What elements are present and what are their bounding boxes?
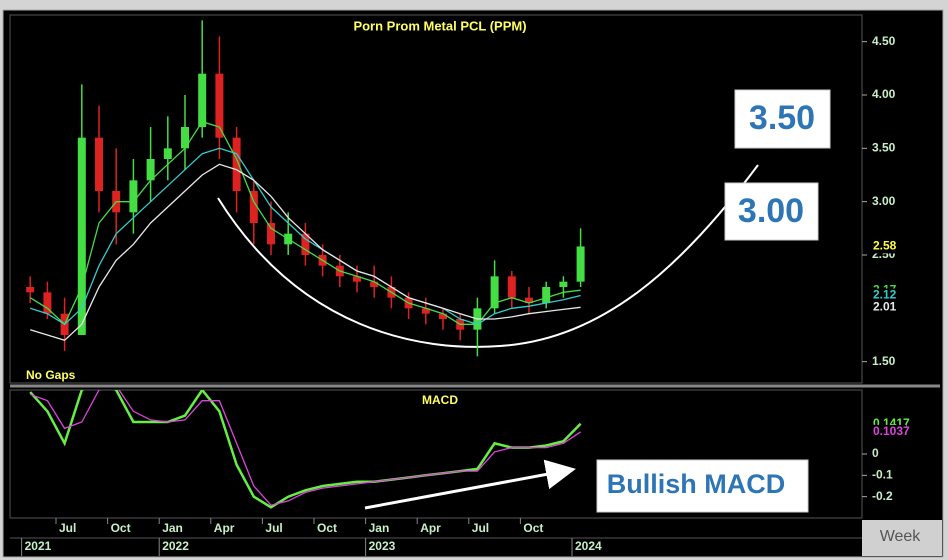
y-tick-label: 4.00 xyxy=(872,87,896,101)
y-tick-label: -0.1 xyxy=(872,468,893,482)
year-label: 2024 xyxy=(575,539,602,553)
x-tick-label: Jul xyxy=(472,521,489,535)
annotation-label: Bullish MACD xyxy=(607,469,786,499)
x-tick-label: Oct xyxy=(317,521,337,535)
macd-line xyxy=(29,390,581,506)
candle-body xyxy=(576,246,585,282)
candle-body xyxy=(507,276,516,298)
candle-body xyxy=(163,148,172,159)
y-tick-label: 3.00 xyxy=(872,194,896,208)
price-panel xyxy=(9,14,863,384)
x-tick-label: Jul xyxy=(265,521,282,535)
candle-body xyxy=(77,137,86,335)
x-unit: Week xyxy=(880,528,922,545)
chart-title: Porn Prom Metal PCL (PPM) xyxy=(353,18,526,33)
target-label: 3.50 xyxy=(749,99,815,137)
last-value-label: 2.58 xyxy=(873,239,897,253)
candle-body xyxy=(198,73,207,127)
x-tick-label: Apr xyxy=(214,521,235,535)
candle-body xyxy=(525,297,533,303)
annotation-box xyxy=(596,459,809,513)
last-value-label: 2.01 xyxy=(873,299,897,313)
year-label: 2021 xyxy=(25,539,52,553)
last-value-box xyxy=(870,300,906,315)
candle-body xyxy=(421,308,430,314)
y-tick-label: 3.50 xyxy=(872,141,896,155)
candle-body xyxy=(267,223,275,245)
candle-body xyxy=(370,281,379,287)
candle-body xyxy=(129,180,138,213)
x-tick-label: Jan xyxy=(369,521,390,535)
candle-body xyxy=(215,73,224,138)
y-tick-label: 0 xyxy=(872,446,879,460)
target-label: 3.00 xyxy=(738,192,804,230)
y-tick-label: -0.2 xyxy=(872,489,893,503)
x-tick-label: Jul xyxy=(59,521,76,535)
cup-curve xyxy=(217,164,759,348)
moving-average xyxy=(30,147,581,326)
x-tick-label: Oct xyxy=(523,521,543,535)
candle-body xyxy=(146,159,155,181)
candle-body xyxy=(181,127,189,149)
y-tick-label: 4.50 xyxy=(872,34,896,48)
year-label: 2023 xyxy=(369,539,396,553)
candle-body xyxy=(353,276,361,282)
last-value-label: 0.1037 xyxy=(873,424,910,438)
candle-body xyxy=(559,281,568,287)
target-box xyxy=(734,89,831,149)
year-label: 2022 xyxy=(162,539,189,553)
x-tick-label: Apr xyxy=(420,521,441,535)
candle-body xyxy=(26,287,35,293)
price-plot xyxy=(26,20,585,357)
moving-average xyxy=(30,163,581,342)
macd-title: MACD xyxy=(422,393,458,407)
x-tick-label: Oct xyxy=(111,521,131,535)
last-value-label: 2.12 xyxy=(873,288,897,302)
last-value-box xyxy=(870,424,906,439)
last-value-box xyxy=(870,288,906,303)
candle-body xyxy=(490,276,499,309)
trend-arrow xyxy=(364,459,576,510)
candle-body xyxy=(95,137,103,191)
candle-body xyxy=(542,287,551,303)
y-tick-label: 1.50 xyxy=(872,354,896,368)
unit-area xyxy=(862,520,942,556)
candle-body xyxy=(249,191,258,223)
note: No Gaps xyxy=(26,368,76,382)
x-tick-label: Jan xyxy=(162,521,183,535)
candle-body xyxy=(232,137,241,191)
target-box xyxy=(724,182,819,241)
candle-body xyxy=(301,233,310,255)
candle-body xyxy=(439,313,447,319)
moving-average xyxy=(29,120,581,326)
macd-line xyxy=(29,390,582,509)
macd-plot xyxy=(29,390,582,509)
last-value-box xyxy=(870,239,906,254)
candle-body xyxy=(43,292,52,314)
